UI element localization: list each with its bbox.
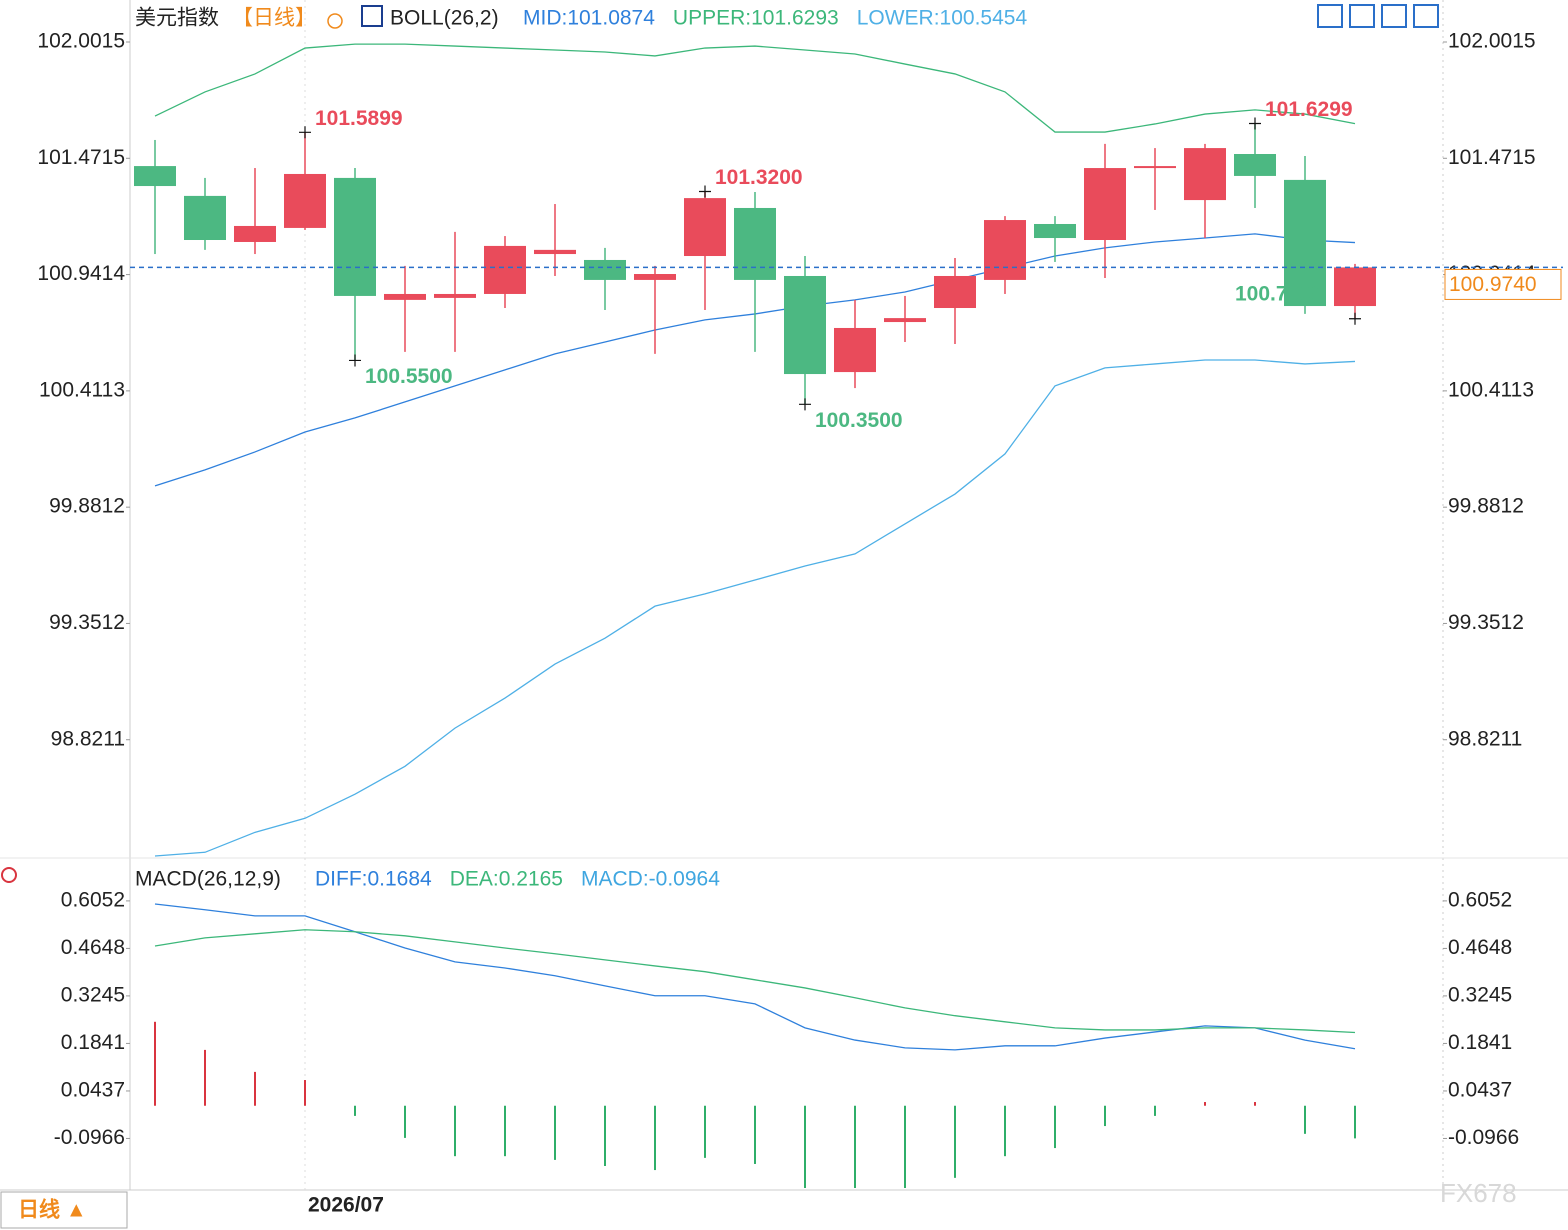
extreme-marker	[1349, 312, 1361, 325]
y-tick-label: 99.3512	[49, 611, 125, 634]
candle-body	[534, 249, 576, 255]
extreme-marker	[349, 354, 361, 367]
indicator-label: BOLL(26,2)	[390, 7, 499, 30]
y-tick-label: 0.3245	[61, 983, 125, 1006]
candle-body	[634, 274, 676, 280]
period-button[interactable]: 日线 ▲	[18, 1198, 87, 1222]
candle-body	[684, 198, 726, 257]
period-button-box[interactable]	[0, 1191, 128, 1229]
indicator-icon[interactable]	[361, 5, 383, 27]
chart-title: 美元指数	[135, 7, 219, 30]
candle-body	[734, 207, 776, 280]
y-tick-label-right: 101.4715	[1448, 146, 1536, 169]
y-tick-label-right: -0.0966	[1448, 1126, 1519, 1149]
macd-icon[interactable]	[1, 867, 17, 883]
extreme-label: 100.5500	[365, 365, 453, 388]
legend-entry: UPPER:101.6293	[673, 7, 839, 30]
toolbar-button[interactable]	[1381, 4, 1407, 28]
extreme-label: 101.6299	[1265, 98, 1353, 121]
y-tick-label-right: 99.8812	[1448, 495, 1524, 518]
candle-body	[934, 275, 976, 309]
y-tick-label: 0.1841	[61, 1031, 125, 1054]
y-tick-label: 99.8812	[49, 495, 125, 518]
y-tick-label: 0.4648	[61, 936, 125, 959]
extreme-label: 101.5899	[315, 107, 403, 130]
candle-body	[984, 220, 1026, 280]
y-tick-label-right: 99.3512	[1448, 611, 1524, 634]
y-tick-label-right: 0.6052	[1448, 888, 1512, 911]
candle-body	[1184, 148, 1226, 201]
candle-body	[1234, 154, 1276, 176]
y-tick-label: 98.8211	[51, 727, 125, 750]
extreme-marker	[799, 398, 811, 411]
candle-body	[134, 166, 176, 187]
candle-body	[784, 275, 826, 375]
y-tick-label: 101.4715	[37, 146, 125, 169]
candle-body	[184, 195, 226, 241]
y-tick-label-right: 0.0437	[1448, 1079, 1512, 1102]
legend-entry: DIFF:0.1684	[315, 868, 432, 891]
extreme-label: 100.3500	[815, 409, 903, 432]
legend-entry: LOWER:100.5454	[857, 7, 1028, 30]
toolbar-button[interactable]	[1413, 4, 1439, 28]
last-price-label: 100.9740	[1449, 273, 1537, 296]
legend-entry: MID:101.0874	[523, 7, 655, 30]
y-tick-label-right: 0.3245	[1448, 983, 1512, 1006]
y-tick-label-right: 100.4113	[1448, 378, 1534, 401]
extreme-marker	[299, 126, 311, 139]
y-tick-label-right: 102.0015	[1448, 30, 1536, 53]
y-tick-label: 102.0015	[37, 30, 125, 53]
macd-title: MACD(26,12,9)	[135, 868, 281, 891]
toolbar-button[interactable]	[1317, 4, 1343, 28]
candle-body	[884, 318, 926, 323]
y-tick-label: -0.0966	[54, 1126, 125, 1149]
candle-body	[1284, 179, 1326, 307]
extreme-marker	[1249, 117, 1261, 130]
watermark: FX678	[1440, 1178, 1517, 1208]
y-tick-label: 0.0437	[61, 1079, 125, 1102]
candle-body	[284, 173, 326, 228]
indicator-line	[154, 929, 1356, 1034]
y-tick-label-right: 98.8211	[1448, 727, 1522, 750]
candle-body	[834, 327, 876, 373]
legend-entry: MACD:-0.0964	[581, 868, 720, 891]
candle-body	[1334, 267, 1376, 307]
extreme-label: 100.7399	[1235, 282, 1323, 305]
candle-body	[1034, 223, 1076, 239]
y-tick-label: 100.9414	[37, 262, 125, 285]
y-tick-label-right: 0.4648	[1448, 936, 1512, 959]
indicator-line	[154, 359, 1356, 857]
last-price-box	[1444, 268, 1562, 300]
candle-body	[234, 225, 276, 242]
extreme-marker	[699, 185, 711, 198]
y-tick-label: 100.4113	[39, 378, 125, 401]
toolbar-button[interactable]	[1349, 4, 1375, 28]
extreme-label: 101.3200	[715, 166, 803, 189]
candle-body	[1084, 168, 1126, 241]
period-label: 【日线】	[232, 7, 316, 30]
candle-body	[1134, 166, 1176, 169]
legend-entry: DEA:0.2165	[450, 868, 563, 891]
candle-body	[484, 245, 526, 294]
x-tick-label: 2026/07	[308, 1194, 384, 1217]
period-icon[interactable]	[327, 13, 343, 29]
candle-body	[434, 293, 476, 298]
candle-body	[384, 293, 426, 300]
y-tick-label: 0.6052	[61, 888, 125, 911]
candle-body	[334, 177, 376, 296]
candle-body	[584, 259, 626, 280]
toolbar	[1317, 4, 1439, 28]
indicator-line	[154, 43, 1356, 133]
y-tick-label-right: 0.1841	[1448, 1031, 1512, 1054]
